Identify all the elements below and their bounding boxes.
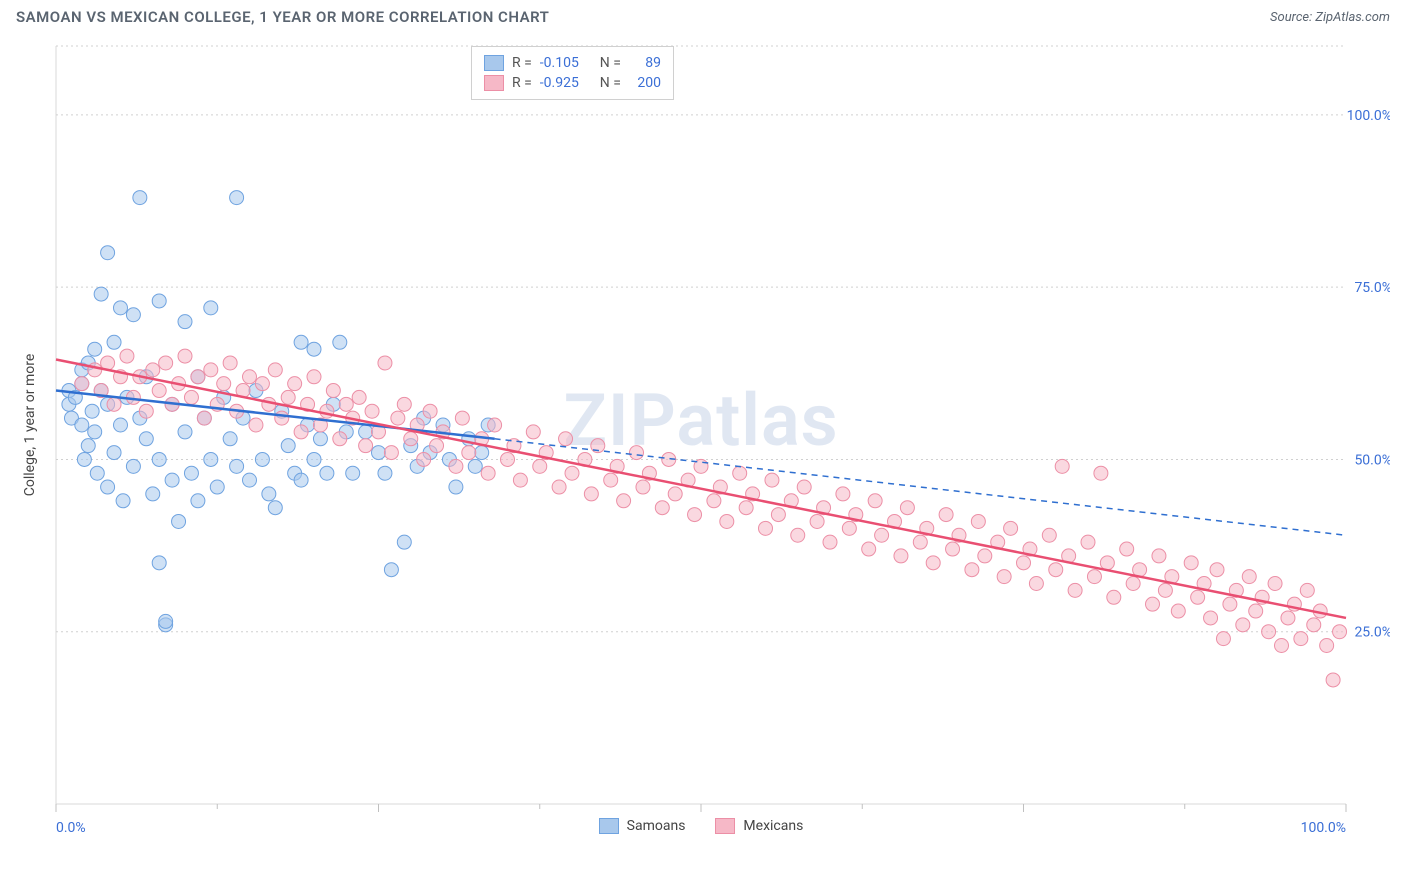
svg-text:College, 1 year or more: College, 1 year or more: [22, 354, 38, 496]
r-label: R =: [512, 53, 532, 73]
svg-text:50.0%: 50.0%: [1354, 452, 1390, 468]
r-value: -0.925: [540, 73, 592, 93]
n-value: 89: [629, 53, 661, 73]
svg-text:25.0%: 25.0%: [1354, 625, 1390, 641]
r-value: -0.105: [540, 53, 592, 73]
n-value: 200: [629, 73, 661, 93]
legend-swatch: [599, 818, 619, 834]
n-label: N =: [600, 53, 621, 73]
chart-title: SAMOAN VS MEXICAN COLLEGE, 1 YEAR OR MOR…: [16, 8, 549, 26]
scatter-chart: 25.0%50.0%75.0%100.0%ZIPatlas0.0%100.0%C…: [16, 34, 1390, 894]
chart-header: SAMOAN VS MEXICAN COLLEGE, 1 YEAR OR MOR…: [0, 0, 1406, 30]
chart-source: Source: ZipAtlas.com: [1270, 10, 1390, 25]
stats-legend-row: R = -0.925 N = 200: [484, 73, 661, 93]
svg-text:ZIPatlas: ZIPatlas: [563, 378, 838, 463]
legend-label: Mexicans: [743, 818, 803, 834]
legend-swatch: [484, 75, 504, 91]
chart-area: 25.0%50.0%75.0%100.0%ZIPatlas0.0%100.0%C…: [16, 34, 1390, 894]
bottom-legend: Samoans Mexicans: [56, 818, 1346, 834]
legend-swatch: [715, 818, 735, 834]
svg-text:75.0%: 75.0%: [1354, 280, 1390, 296]
legend-item: Samoans: [599, 818, 686, 834]
r-label: R =: [512, 73, 532, 93]
stats-legend: R = -0.105 N = 89 R = -0.925 N = 200: [471, 46, 674, 100]
legend-label: Samoans: [627, 818, 686, 834]
stats-legend-row: R = -0.105 N = 89: [484, 53, 661, 73]
n-label: N =: [600, 73, 621, 93]
legend-swatch: [484, 55, 504, 71]
svg-text:100.0%: 100.0%: [1347, 108, 1390, 124]
legend-item: Mexicans: [715, 818, 803, 834]
